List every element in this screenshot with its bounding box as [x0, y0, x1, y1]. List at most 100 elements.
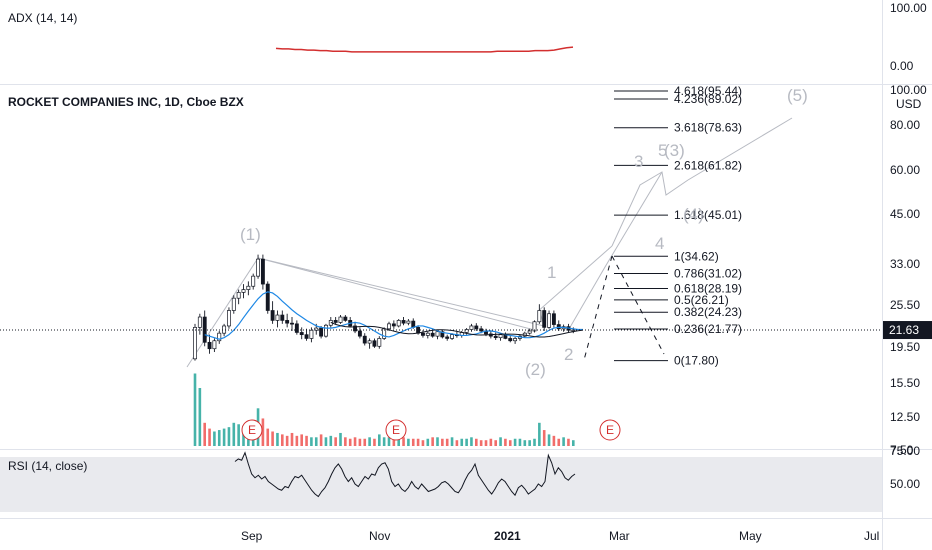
volume-bar	[528, 440, 531, 446]
candle-body	[464, 329, 469, 333]
volume-bar	[295, 435, 299, 446]
candle	[421, 330, 425, 338]
adx-axis: 100.00 0.00	[890, 1, 927, 73]
candle	[517, 334, 522, 341]
candle	[513, 336, 518, 344]
candle-body	[406, 320, 411, 324]
volume-bar	[411, 438, 415, 446]
candle-body	[207, 341, 212, 350]
candle	[527, 328, 532, 335]
candle-body	[251, 275, 256, 287]
time-tick-label: Sep	[241, 529, 263, 543]
earnings-circle	[385, 419, 407, 441]
rsi-line	[234, 451, 576, 498]
fib-level: 4.236(89.02)	[614, 92, 742, 106]
candle	[430, 330, 435, 338]
volume-bar	[324, 437, 328, 446]
candle-body	[294, 323, 299, 333]
volume-bar	[373, 438, 376, 446]
fib-level: 0.236(21.77)	[614, 322, 742, 336]
candle-body	[513, 338, 518, 342]
wave-label: (3)	[664, 141, 685, 160]
candle	[508, 336, 513, 343]
price-tick-label: 100.00	[890, 83, 927, 97]
candle	[319, 325, 324, 339]
candle	[348, 317, 353, 328]
candle-body	[396, 320, 401, 327]
candle-body	[197, 316, 202, 328]
wave-label: 5	[658, 141, 667, 160]
volume-bar	[513, 438, 517, 446]
earnings-letter: E	[392, 423, 400, 437]
volume-bar	[193, 373, 197, 446]
candle	[212, 338, 217, 353]
volume-bar	[348, 438, 352, 446]
candle	[285, 313, 290, 328]
volume-bar	[441, 438, 444, 446]
candle	[493, 332, 498, 340]
candle	[338, 315, 343, 324]
wave-path-2	[257, 257, 535, 331]
candle-body	[227, 310, 231, 327]
earnings-letter: E	[606, 423, 614, 437]
candle	[309, 327, 314, 343]
volume-bar	[465, 438, 468, 446]
fib-level-label: 0.618(28.19)	[674, 282, 742, 296]
candle-body	[450, 334, 455, 339]
candle-body	[440, 331, 445, 338]
volume-bar	[402, 437, 405, 446]
fib-level: 0.5(26.21)	[614, 293, 729, 307]
candle-body	[309, 329, 314, 339]
candle-body	[416, 327, 421, 334]
candle-body	[479, 328, 484, 332]
volume-bar	[208, 428, 211, 446]
volume-bar	[547, 434, 551, 446]
candle	[265, 281, 270, 314]
candle-body	[285, 320, 290, 324]
volume-bar	[290, 432, 294, 446]
fib-level-label: 4.236(89.02)	[674, 92, 742, 106]
candle	[353, 321, 358, 334]
candle	[207, 334, 212, 354]
volume-bar	[538, 422, 541, 446]
candle-body	[435, 331, 440, 337]
volume-bar	[378, 434, 381, 446]
volume-bar	[227, 427, 231, 446]
volume-bar	[426, 438, 430, 446]
earnings-letter: E	[248, 423, 256, 437]
wave-label: 4	[655, 234, 664, 253]
fib-level: 2.618(61.82)	[614, 158, 742, 172]
fib-level-label: 0.5(26.21)	[674, 293, 729, 307]
candle	[440, 329, 445, 339]
volume-bar	[504, 438, 507, 446]
time-axis: Sep Nov 2021 Mar May Jul	[241, 529, 879, 543]
candle	[537, 304, 542, 324]
wave-label: (4)	[683, 205, 704, 224]
candle	[217, 330, 222, 344]
candle	[362, 333, 367, 346]
rsi-band	[0, 457, 882, 512]
candle	[406, 319, 411, 326]
earnings-marker: E	[599, 419, 621, 441]
wave-path-3	[611, 117, 793, 247]
volume-bar	[431, 437, 434, 446]
candle-body	[304, 334, 309, 339]
candle-body	[212, 340, 217, 350]
time-tick-label: May	[739, 529, 762, 543]
volume-bar	[305, 435, 308, 446]
volume-bar	[455, 440, 459, 446]
candle-body	[362, 335, 367, 344]
candle-body	[542, 310, 547, 328]
volume-bar	[475, 438, 478, 446]
price-tick-label: 12.50	[890, 410, 920, 424]
volume-bar	[382, 437, 386, 446]
fib-level: 1.618(45.01)	[614, 208, 742, 222]
candle-body	[556, 324, 561, 330]
candle-body	[537, 310, 542, 323]
volume-bar	[281, 434, 284, 446]
volume-bar	[542, 430, 546, 446]
candle	[333, 317, 338, 325]
price-tick-label: 45.00	[890, 207, 920, 221]
volume-bar	[353, 437, 357, 446]
fib-level: 0.382(24.23)	[614, 305, 742, 319]
